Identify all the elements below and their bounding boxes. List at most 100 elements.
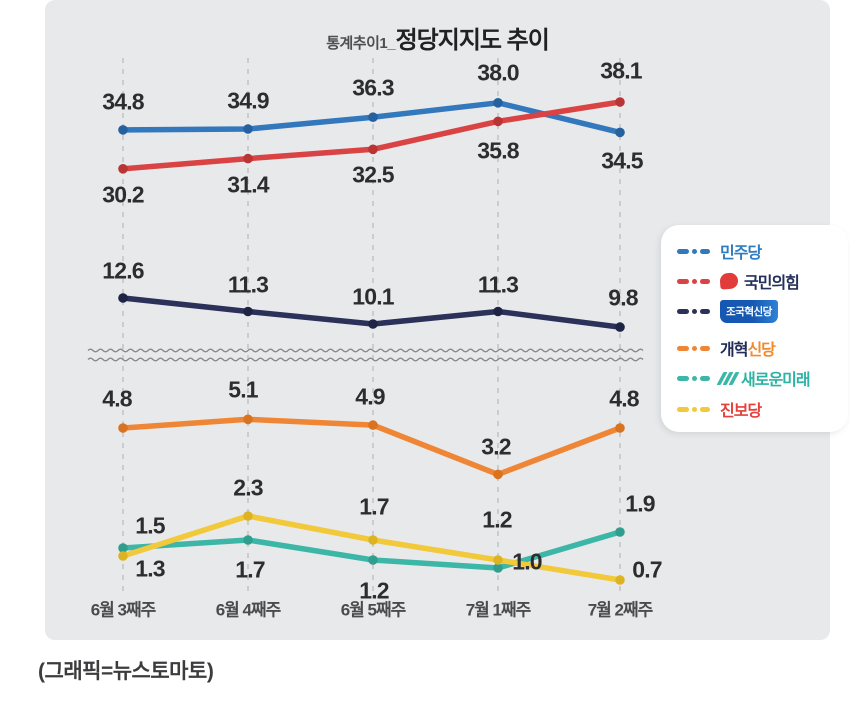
series-dot-rebuilding-3	[368, 319, 378, 329]
value-label-minjoo-1: 34.8	[102, 88, 144, 115]
series-dot-minjoo-3	[368, 112, 378, 122]
x-axis-label-5: 7월 2째주	[587, 600, 654, 620]
value-label-newfuture-4: 1.0	[512, 548, 542, 575]
value-label-newfuture-1: 1.5	[135, 512, 165, 539]
value-label-rebuilding-5: 9.8	[608, 284, 638, 311]
legend-line-segment	[677, 406, 689, 412]
axis-break-wave-1	[87, 348, 644, 353]
chart-title-prefix: 통계추이1	[326, 35, 388, 52]
series-dot-reform-2	[243, 414, 253, 425]
series-dot-minjoo-4	[493, 98, 503, 108]
legend-line-segment	[692, 406, 697, 412]
legend-line-segment	[692, 345, 697, 351]
legend-line-sample	[677, 308, 711, 314]
legend-label-part: 개혁	[720, 342, 748, 359]
series-dot-reform-1	[118, 423, 128, 433]
legend-label-part: 신당	[747, 342, 775, 359]
chart-title: 통계추이1_정당지지도 추이	[45, 20, 830, 55]
series-dot-rebuilding-4	[493, 306, 503, 317]
legend-line-segment	[692, 308, 697, 314]
axis-break-wave-2	[87, 357, 644, 362]
value-label-reform-3: 4.9	[355, 383, 385, 410]
legend-line-segment	[700, 278, 710, 284]
legend-item-minjoo: 민주당	[677, 239, 762, 263]
legend-line-segment	[700, 345, 710, 351]
series-dot-minjoo-5	[615, 127, 625, 138]
value-label-ppp-5: 38.1	[600, 57, 642, 84]
legend-line-segment	[692, 248, 697, 254]
value-label-reform-4: 3.2	[481, 433, 511, 460]
series-dot-ppp-3	[368, 144, 378, 155]
value-label-newfuture-3: 1.2	[359, 577, 389, 604]
legend-line-segment	[677, 345, 689, 351]
x-axis-label-4: 7월 1째주	[465, 600, 532, 620]
legend-line-segment	[677, 308, 689, 314]
legend-line-segment	[700, 248, 710, 254]
series-dot-newfuture-3	[368, 555, 378, 565]
value-label-ppp-2: 31.4	[227, 171, 269, 198]
value-label-ppp-3: 32.5	[352, 161, 394, 188]
series-dot-rebuilding-2	[243, 306, 253, 317]
legend-line-sample	[677, 278, 711, 284]
value-label-minjoo-3: 36.3	[352, 74, 394, 101]
value-label-ppp-4: 35.8	[477, 137, 519, 164]
rebuilding-korea-flag-badge: 조국혁신당	[720, 299, 778, 323]
series-dot-reform-3	[368, 420, 378, 430]
series-dot-newfuture-2	[243, 535, 253, 545]
legend-item-reform: 개혁신당	[677, 336, 776, 360]
legend-line-segment	[677, 278, 689, 284]
value-label-rebuilding-2: 11.3	[227, 271, 269, 298]
series-line-ppp	[120, 99, 623, 172]
x-axis-label-2: 6월 4째주	[215, 600, 282, 620]
series-dot-minjoo-2	[243, 124, 253, 134]
legend-label: 민주당	[720, 245, 762, 262]
value-label-progressive-5: 0.7	[632, 556, 662, 583]
legend-line-sample	[677, 406, 711, 412]
series-dot-rebuilding-1	[118, 293, 128, 303]
series-dot-newfuture-1	[118, 543, 128, 553]
series-dot-progressive-3	[368, 535, 378, 545]
series-dot-ppp-1	[118, 164, 128, 174]
legend-line-segment	[677, 375, 689, 381]
source-caption: (그래픽=뉴스토마토)	[38, 660, 214, 683]
ppp-logo-icon	[719, 272, 739, 290]
legend-item-rebuilding: 조국혁신당	[677, 299, 778, 323]
x-axis-label-3: 6월 5째주	[340, 600, 407, 620]
legend-label: 개혁신당	[720, 336, 776, 360]
legend-line-segment	[700, 406, 710, 412]
x-axis-label-1: 6월 3째주	[90, 600, 157, 620]
series-dot-progressive-2	[243, 511, 253, 521]
value-label-minjoo-2: 34.9	[227, 87, 269, 114]
legend-item-ppp: 국민의힘	[677, 269, 800, 293]
value-label-minjoo-4: 38.0	[477, 59, 519, 86]
chart-title-separator: _	[387, 35, 396, 52]
legend-line-segment	[700, 308, 710, 314]
legend-line-segment	[700, 375, 710, 381]
series-dot-rebuilding-5	[615, 322, 625, 332]
value-label-newfuture-5: 1.9	[625, 490, 655, 517]
series-line-progressive	[120, 513, 623, 583]
series-dot-newfuture-4	[493, 563, 503, 573]
value-label-reform-5: 4.8	[609, 385, 639, 412]
legend-line-segment	[692, 375, 697, 381]
legend-line-sample	[677, 375, 711, 381]
legend-item-newfuture: 새로운미래	[677, 366, 811, 390]
series-dot-progressive-1	[118, 551, 128, 561]
value-label-rebuilding-4: 11.3	[477, 271, 519, 298]
series-dot-reform-4	[493, 469, 503, 480]
value-label-minjoo-5: 34.5	[601, 147, 643, 174]
legend-label: 국민의힘	[744, 275, 800, 292]
value-label-reform-1: 4.8	[102, 385, 132, 412]
value-label-progressive-3: 1.7	[359, 493, 389, 520]
value-label-ppp-1: 30.2	[102, 181, 144, 208]
series-dot-reform-5	[615, 423, 625, 433]
legend-line-sample	[677, 248, 711, 254]
series-dot-ppp-5	[615, 97, 625, 107]
value-label-newfuture-2: 1.7	[235, 556, 265, 583]
legend-label: 진보당	[720, 403, 762, 420]
legend-item-progressive: 진보당	[677, 397, 762, 421]
new-future-slashes-icon	[716, 371, 740, 385]
